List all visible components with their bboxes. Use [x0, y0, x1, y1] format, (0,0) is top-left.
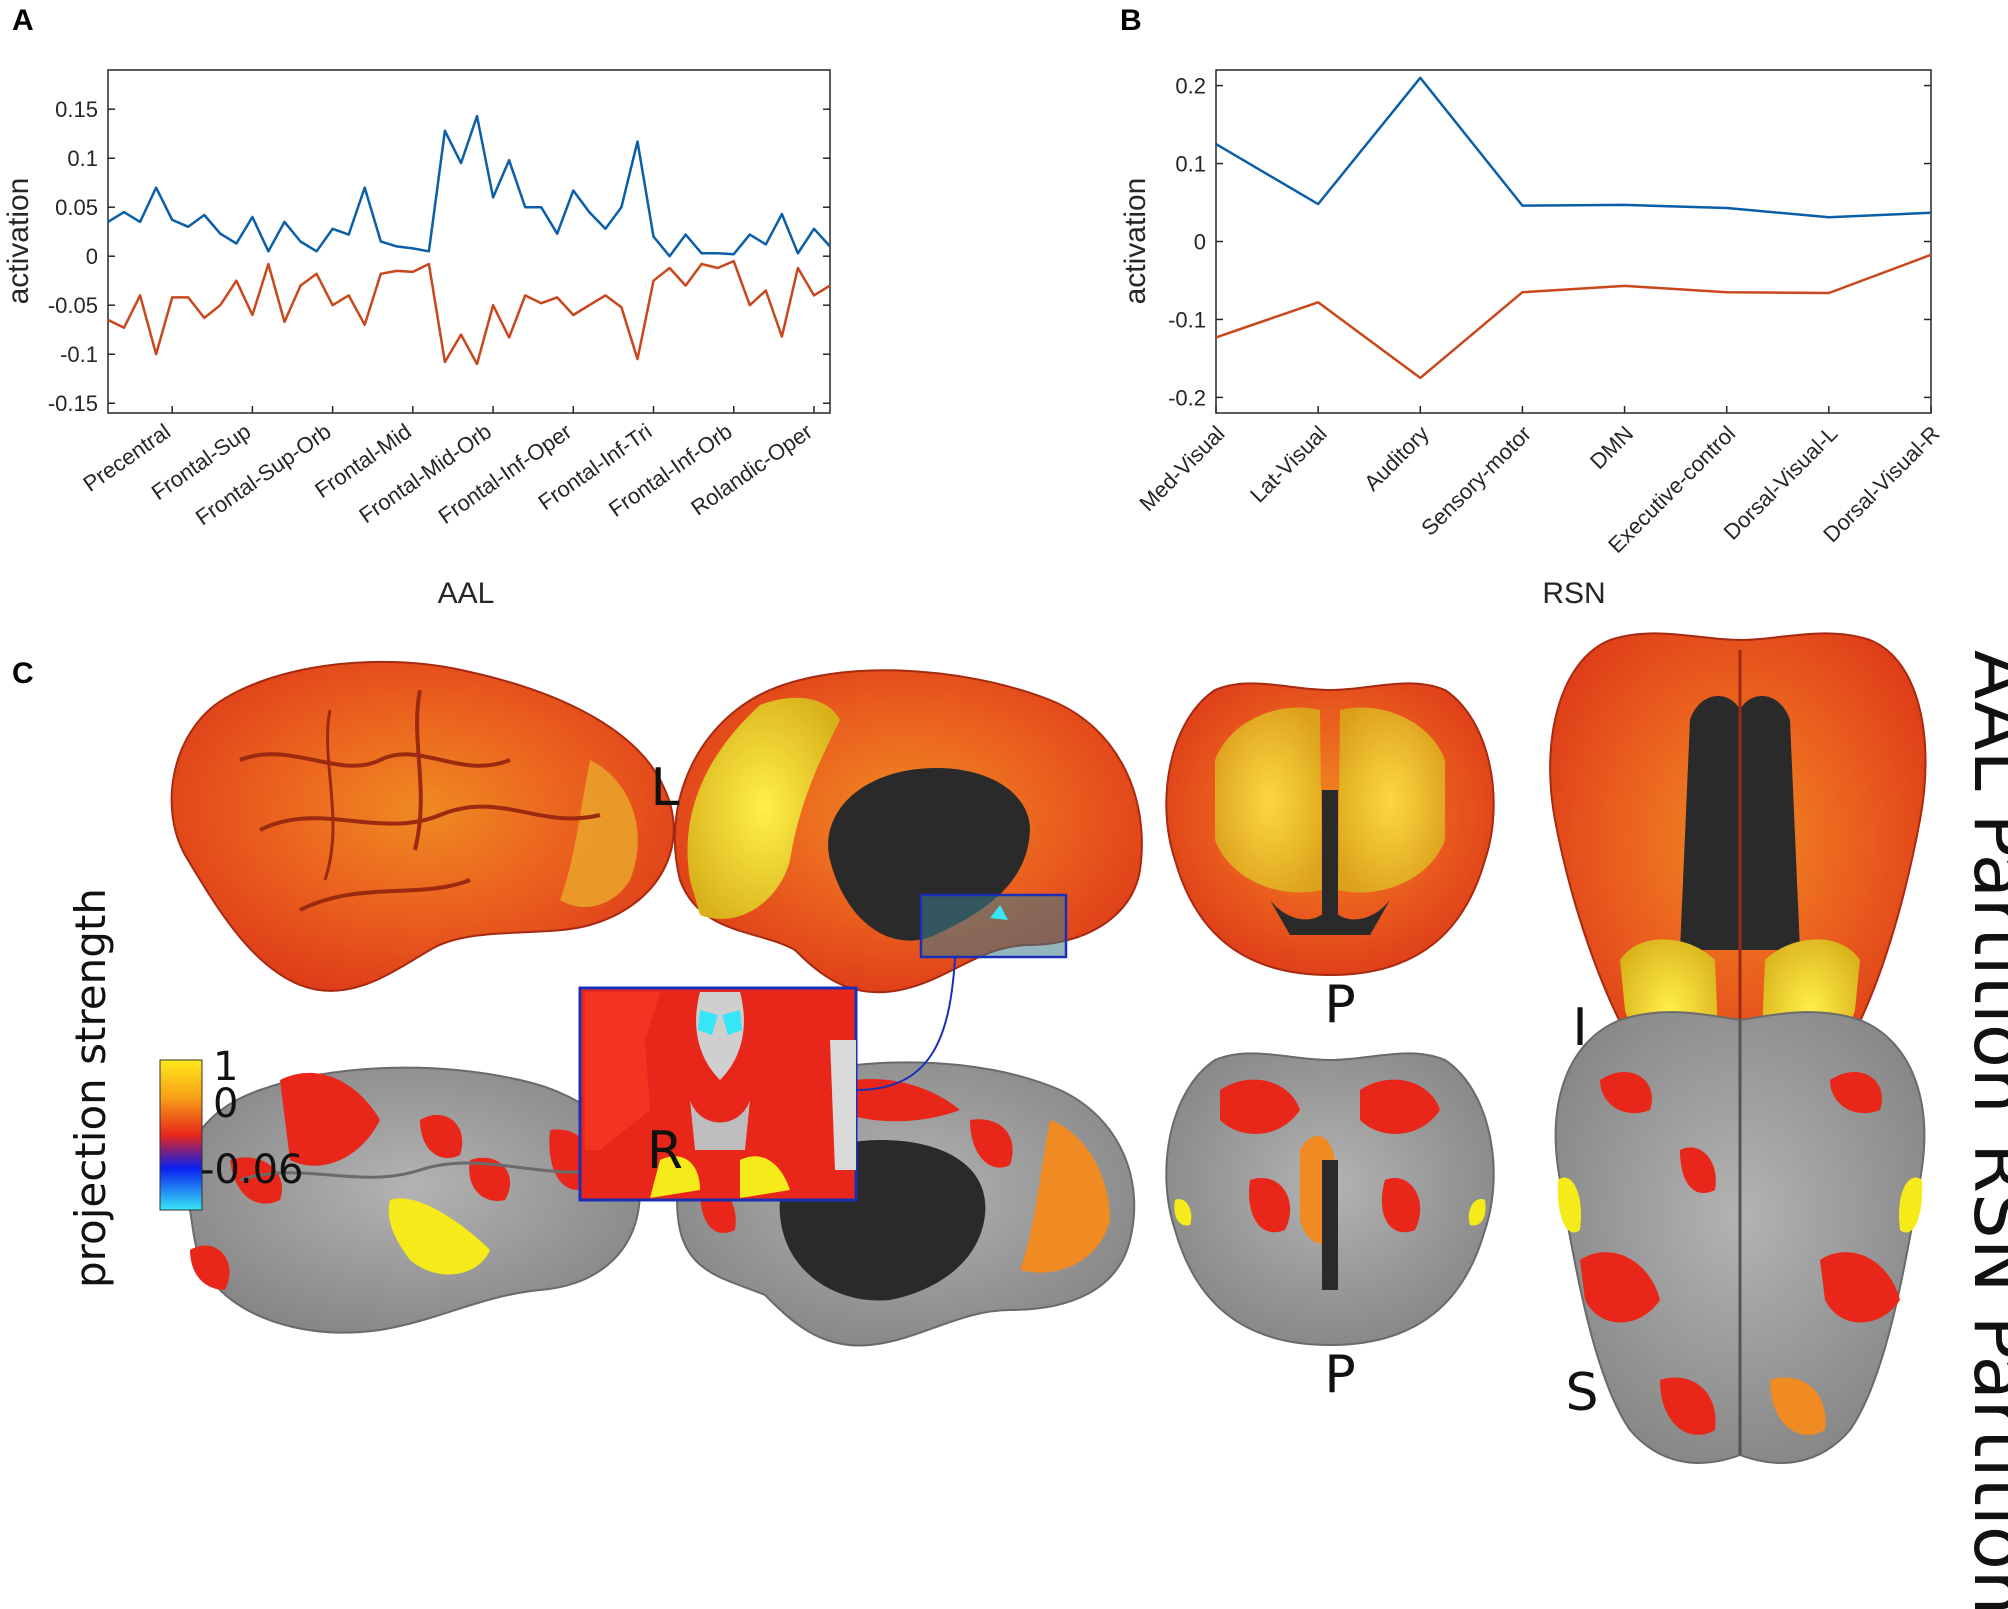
- colorbar: [159, 1059, 203, 1211]
- brain-aal-posterior: [1165, 682, 1495, 977]
- chart-a-axes-box: [107, 69, 831, 414]
- view-label-p-bottom: P: [1324, 1345, 1355, 1405]
- chart-a-series-line-1: [107, 114, 831, 258]
- brain-rsn-lateral: [182, 1066, 642, 1334]
- brain-rsn-posterior: [1165, 1052, 1495, 1347]
- colorbar-tick-max: 1: [213, 1044, 238, 1090]
- inset-source-box: [919, 893, 1068, 959]
- view-label-p-top: P: [1324, 975, 1355, 1035]
- inset-connector-line: [855, 957, 956, 1091]
- chart-b-y-ticks: 0.2 0.1 0 -0.1 -0.2: [1168, 74, 1931, 410]
- row-label-rsn-partition: RSN Partition: [1958, 1143, 2008, 1609]
- chart-a-x-tick-label: Frontal-Inf-Oper: [434, 419, 577, 529]
- brain-rsn-superior: [1554, 1011, 1926, 1464]
- brain-aal-medial: [673, 669, 1143, 994]
- colorbar-title: projection strength: [66, 888, 115, 1288]
- chart-a-y-tick-label: 0: [86, 244, 98, 269]
- brain-aal-lateral: [170, 660, 675, 992]
- chart-b-x-tick-label: Med-Visual: [1134, 421, 1229, 516]
- chart-a-y-axis-title: activation: [2, 178, 35, 305]
- chart-b-series: [1215, 76, 1932, 380]
- chart-a-y-ticks: 0.15 0.1 0.05 0 -0.05 -0.1 -0.15: [48, 97, 830, 416]
- panel-label-b: B: [1120, 4, 1142, 37]
- brain-aal-inferior: [1549, 632, 1927, 1093]
- chart-a-series: [107, 114, 831, 366]
- chart-a-series-line-2: [107, 259, 831, 366]
- chart-b-x-tick-label: Auditory: [1359, 421, 1434, 496]
- chart-b-x-ticks: Med-Visual Lat-Visual AuditorySensory-moto…: [1134, 406, 1945, 558]
- chart-a-y-tick-label: -0.1: [60, 342, 98, 367]
- chart-b-y-tick-label: 0: [1194, 230, 1206, 255]
- chart-b-series-line-1: [1215, 76, 1932, 219]
- chart-a-x-axis-title: AAL: [438, 577, 495, 610]
- chart-a: 0.15 0.1 0.05 0 -0.05 -0.1 -0.15 PrecentralFro…: [2, 69, 831, 610]
- chart-b-x-tick-label: Lat-Visual: [1245, 421, 1332, 508]
- chart-b-y-axis-title: activation: [1119, 178, 1152, 305]
- chart-a-x-tick-label: Frontal-Mid-Orb: [354, 419, 496, 529]
- chart-a-y-tick-label: -0.15: [48, 391, 98, 416]
- view-label-s: S: [1565, 1363, 1598, 1423]
- chart-b-x-tick-label: Sensory-motor: [1416, 421, 1536, 541]
- panel-label-a: A: [12, 4, 34, 37]
- chart-a-y-tick-label: 0.15: [55, 97, 98, 122]
- chart-b-y-tick-label: 0.1: [1175, 152, 1206, 177]
- view-label-i: I: [1572, 998, 1587, 1058]
- chart-b: 0.2 0.1 0 -0.1 -0.2 Med-Visual Lat-Visual Audi…: [1119, 69, 1945, 610]
- chart-a-y-tick-label: -0.05: [48, 293, 98, 318]
- chart-b-y-tick-label: -0.2: [1168, 385, 1206, 410]
- view-label-l: L: [651, 758, 680, 818]
- row-label-aal-partition: AAL Partition: [1958, 650, 2008, 1114]
- colorbar-tick-min: -0.06: [200, 1147, 304, 1193]
- chart-b-y-tick-label: -0.1: [1168, 307, 1206, 332]
- colorbar-tick-zero: 0: [213, 1081, 238, 1127]
- chart-b-x-tick-label: DMN: [1585, 421, 1638, 474]
- chart-b-axes-box: [1215, 69, 1932, 414]
- chart-a-x-tick-label: Frontal-Sup-Orb: [191, 419, 336, 531]
- chart-b-series-line-2: [1215, 253, 1932, 380]
- inset-zoom: [578, 986, 858, 1202]
- chart-a-y-tick-label: 0.1: [67, 146, 98, 171]
- chart-a-y-tick-label: 0.05: [55, 195, 98, 220]
- chart-b-x-axis-title: RSN: [1542, 577, 1605, 610]
- chart-a-x-ticks: PrecentralFrontal-SupFrontal-Sup-OrbFron…: [79, 406, 817, 530]
- chart-b-y-tick-label: 0.2: [1175, 74, 1206, 99]
- view-label-r: R: [647, 1121, 683, 1181]
- panel-label-c: C: [12, 657, 34, 690]
